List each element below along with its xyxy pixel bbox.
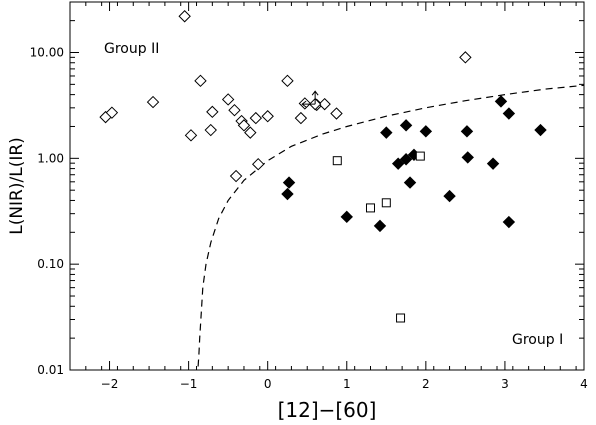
filled-diamond-point — [502, 215, 516, 229]
y-tick-label: 1.00 — [37, 151, 64, 165]
dashed-boundary-curve — [197, 84, 585, 367]
filled-diamond-point — [373, 219, 387, 233]
open-square-point — [415, 151, 425, 161]
y-tick-label: 10.00 — [30, 45, 64, 59]
open-square-point — [365, 203, 375, 213]
filled-diamond-point — [460, 125, 474, 138]
filled-diamond-point — [486, 157, 500, 170]
open-diamond-point — [251, 157, 265, 171]
annotation-group-ii: Group II — [104, 41, 159, 57]
x-tick-label: −1 — [180, 377, 198, 391]
open-diamond-point — [459, 51, 472, 64]
data-markers — [99, 10, 547, 323]
x-tick-label: 4 — [580, 377, 588, 391]
y-tick-label: 0.01 — [37, 363, 64, 377]
open-diamond-point — [146, 95, 160, 109]
open-diamond-point — [281, 74, 294, 88]
x-tick-label: 2 — [422, 377, 430, 391]
open-diamond-point — [204, 123, 217, 137]
open-diamond-point — [105, 106, 119, 119]
x-tick-label: 0 — [264, 377, 272, 391]
limit-arrow-point — [301, 90, 322, 111]
open-square-point — [381, 198, 391, 208]
y-axis-title: L(NIR)/L(IR) — [7, 137, 27, 235]
open-diamond-point — [298, 97, 312, 110]
open-diamond-point — [194, 74, 207, 88]
filled-diamond-point — [419, 125, 433, 138]
filled-diamond-point — [461, 151, 474, 164]
open-diamond-point — [244, 126, 257, 139]
open-diamond-point — [249, 111, 263, 125]
open-diamond-point — [206, 105, 219, 119]
x-tick-label: 1 — [343, 377, 351, 391]
filled-diamond-point — [399, 153, 413, 166]
filled-diamond-point — [340, 210, 353, 224]
open-diamond-point — [261, 110, 274, 123]
open-diamond-point — [184, 129, 198, 142]
open-diamond-point — [294, 111, 308, 125]
filled-diamond-point — [443, 189, 456, 203]
filled-diamond-point — [282, 176, 296, 189]
annotation-group-i: Group I — [512, 332, 563, 348]
open-diamond-point — [229, 169, 243, 183]
filled-diamond-point — [399, 119, 413, 132]
open-diamond-point — [330, 107, 343, 120]
open-diamond-point — [228, 103, 241, 117]
open-square-point — [396, 313, 406, 323]
open-diamond-point — [318, 97, 331, 111]
open-diamond-point — [221, 93, 235, 106]
filled-diamond-point — [494, 95, 508, 108]
y-tick-labels: 0.01 0.10 1.00 10.00 — [30, 45, 64, 377]
open-diamond-point — [178, 10, 191, 23]
plot-frame — [69, 1, 585, 371]
x-tick-label: −2 — [101, 377, 119, 391]
filled-diamond-point — [502, 107, 516, 120]
x-tick-label: 3 — [501, 377, 509, 391]
open-diamond-point — [237, 119, 251, 132]
y-tick-label: 0.10 — [37, 257, 64, 271]
up-arrow — [311, 90, 319, 105]
filled-diamond-point — [380, 126, 393, 139]
open-square-point — [332, 156, 342, 166]
left-arrow — [301, 100, 316, 108]
filled-diamond-point — [403, 176, 417, 189]
filled-diamond-point — [534, 123, 547, 137]
filled-diamond-point — [281, 187, 294, 201]
axis-ticks — [69, 1, 585, 371]
x-tick-labels: −2 −1 0 1 2 3 4 — [101, 377, 588, 391]
x-axis-title: [12]−[60] — [278, 398, 377, 422]
filled-diamond-point — [391, 157, 405, 170]
